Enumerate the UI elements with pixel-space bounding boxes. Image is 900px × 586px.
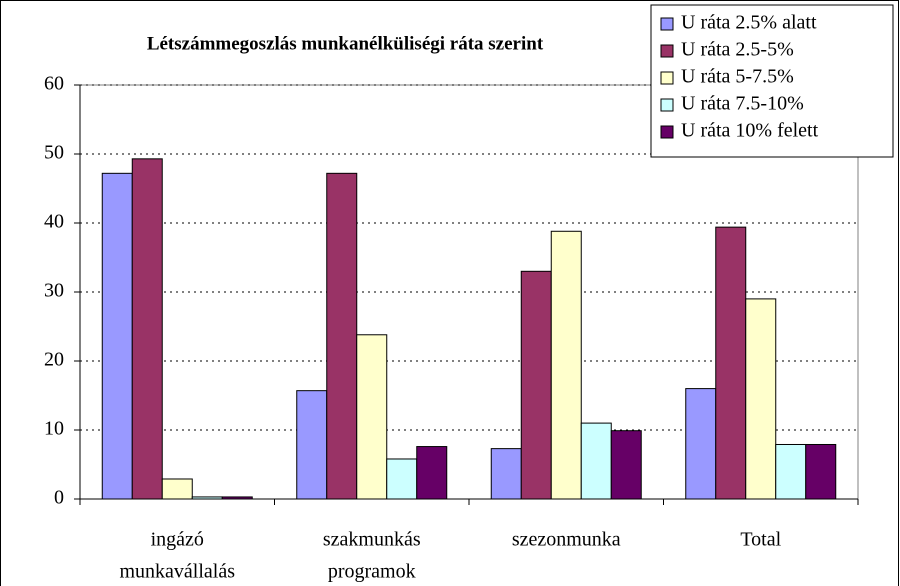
bar [296,390,328,500]
legend-swatch [660,17,674,31]
y-tick-label: 10 [44,418,64,440]
x-tick-label: munkavállalás [119,561,235,583]
legend-label: U ráta 5-7.5% [681,66,794,88]
x-tick-label: programok [328,561,416,583]
legend-box [650,4,894,158]
bar [775,443,807,500]
bar [161,478,193,500]
y-tick-label: 60 [44,73,64,95]
bar [610,430,642,500]
legend-swatch [660,71,674,85]
bar [131,158,163,500]
bar [715,226,747,500]
legend-label: U ráta 7.5-10% [681,93,804,115]
bar [490,448,522,500]
bar [685,388,717,500]
y-tick-label: 50 [44,142,64,164]
bar [745,298,777,500]
x-tick-label: Total [740,529,781,551]
bar [550,230,582,500]
y-tick-label: 30 [44,280,64,302]
x-tick-label: szezonmunka [512,529,621,551]
chart-title: Létszámmegoszlás munkanélküliségi ráta s… [147,33,544,54]
legend-label: U ráta 10% felett [681,120,819,142]
legend-label: U ráta 2.5-5% [681,39,794,61]
bar [101,172,133,500]
legend-swatch [660,44,674,58]
bar [356,334,388,500]
bar [386,458,418,500]
legend-swatch [660,98,674,112]
bar [520,270,552,500]
legend-label: U ráta 2.5% alatt [681,12,817,34]
legend-swatch [660,125,674,139]
y-tick-label: 20 [44,349,64,371]
y-tick-label: 0 [54,487,64,509]
bar [805,443,837,500]
bar [580,422,612,500]
bar [416,446,448,500]
y-tick-label: 40 [44,211,64,233]
x-tick-label: ingázó [151,529,204,551]
bar [326,172,358,500]
x-tick-label: szakmunkás [323,529,421,551]
